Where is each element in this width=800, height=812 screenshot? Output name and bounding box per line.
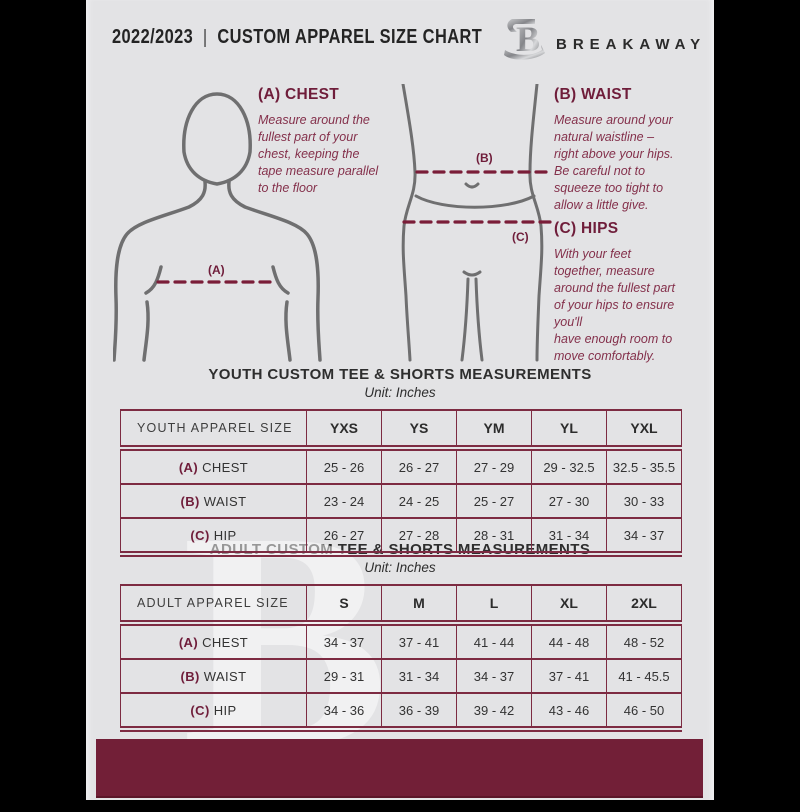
cell: 34 - 37 [606, 518, 682, 557]
size-header: 2XL [606, 585, 682, 626]
brand-block: B BREAKAWAY [502, 14, 706, 60]
table-row: (C) HIP 34 - 36 36 - 39 39 - 42 43 - 46 … [120, 693, 682, 732]
table-header-row: YOUTH APPAREL SIZE YXS YS YM YL YXL [120, 410, 682, 451]
chest-description: Measure around the fullest part of your … [258, 113, 379, 195]
row-key: (A) [178, 459, 199, 475]
row-name: WAIST [203, 668, 247, 684]
cell: 29 - 31 [306, 659, 382, 694]
page-title: 2022/2023 | CUSTOM APPAREL SIZE CHART [112, 26, 482, 49]
waist-description: Measure around your natural waistline – … [554, 113, 674, 212]
youth-size-table: YOUTH APPAREL SIZE YXS YS YM YL YXL (A) … [120, 409, 682, 557]
cell: 41 - 45.5 [606, 659, 682, 694]
adult-table-unit: Unit: Inches [364, 560, 436, 575]
title-divider: | [203, 27, 208, 48]
size-header: YL [531, 410, 607, 451]
cell: 23 - 24 [306, 484, 382, 519]
letterbox-right [714, 0, 800, 800]
cell: 27 - 28 [381, 518, 457, 557]
chest-diagram-figure: (A) [113, 92, 322, 362]
row-key: (C) [190, 527, 210, 543]
logo-letter: B [516, 19, 540, 59]
cell: 43 - 46 [531, 693, 607, 732]
row-name: HIP [213, 527, 237, 543]
size-header: YXS [306, 410, 382, 451]
year-label: 2022/2023 [112, 26, 194, 48]
cell: 27 - 30 [531, 484, 607, 519]
chart-title: CUSTOM APPAREL SIZE CHART [217, 26, 483, 48]
size-header: XL [531, 585, 607, 626]
waist-heading: (B) WAIST [554, 86, 632, 103]
cell: 31 - 34 [531, 518, 607, 557]
size-header: L [456, 585, 532, 626]
size-header: YXL [606, 410, 682, 451]
cell: 30 - 33 [606, 484, 682, 519]
table-row: (C) HIP 26 - 27 27 - 28 28 - 31 31 - 34 … [120, 518, 682, 557]
youth-size-column-header: YOUTH APPAREL SIZE [120, 410, 307, 451]
cell: 34 - 37 [456, 659, 532, 694]
table-row: (B) WAIST 23 - 24 24 - 25 25 - 27 27 - 3… [120, 484, 682, 519]
row-name: CHEST [202, 634, 249, 650]
hips-instructions: (C) HIPS With your feet together, measur… [554, 220, 712, 365]
adult-size-table: ADULT APPAREL SIZE S M L XL 2XL (A) CHES… [120, 584, 682, 732]
youth-table-title: YOUTH CUSTOM TEE & SHORTS MEASUREMENTS [208, 366, 592, 383]
cell: 44 - 48 [531, 623, 607, 660]
cell: 26 - 27 [306, 518, 382, 557]
letterbox-left [0, 0, 86, 800]
cell: 34 - 37 [306, 623, 382, 660]
size-chart-document: 2022/2023 | CUSTOM APPAREL SIZE CHART B BR… [86, 0, 714, 800]
cell: 39 - 42 [456, 693, 532, 732]
table-header-row: ADULT APPAREL SIZE S M L XL 2XL [120, 585, 682, 626]
adult-size-column-header: ADULT APPAREL SIZE [120, 585, 307, 626]
cell: 31 - 34 [381, 659, 457, 694]
breakaway-logo-icon: B [504, 19, 545, 60]
cell: 24 - 25 [381, 484, 457, 519]
cell: 34 - 36 [306, 693, 382, 732]
brand-name: BREAKAWAY [556, 35, 707, 53]
cell: 25 - 27 [456, 484, 532, 519]
cell: 46 - 50 [606, 693, 682, 732]
row-name: WAIST [203, 493, 247, 509]
chest-instructions: (A) CHEST Measure around the fullest par… [258, 86, 416, 197]
row-name: CHEST [202, 459, 249, 475]
size-header: S [306, 585, 382, 626]
cell: 28 - 31 [456, 518, 532, 557]
cell: 32.5 - 35.5 [606, 448, 682, 485]
cell: 29 - 32.5 [531, 448, 607, 485]
hips-heading: (C) HIPS [554, 220, 619, 237]
chest-line-label: (A) [208, 263, 225, 277]
cell: 27 - 29 [456, 448, 532, 485]
hips-line-label: (C) [512, 230, 529, 244]
waist-line-label: (B) [476, 151, 493, 165]
youth-section-title: YOUTH CUSTOM TEE & SHORTS MEASUREMENTS U… [86, 366, 714, 400]
cell: 48 - 52 [606, 623, 682, 660]
cell: 26 - 27 [381, 448, 457, 485]
youth-table-unit: Unit: Inches [364, 385, 436, 400]
cell: 25 - 26 [306, 448, 382, 485]
row-key: (B) [180, 668, 200, 684]
chest-heading: (A) CHEST [258, 86, 340, 103]
table-row: (A) CHEST 34 - 37 37 - 41 41 - 44 44 - 4… [120, 623, 682, 660]
cell: 37 - 41 [531, 659, 607, 694]
row-key: (B) [180, 493, 200, 509]
row-key: (C) [190, 702, 210, 718]
table-row: (A) CHEST 25 - 26 26 - 27 27 - 29 29 - 3… [120, 448, 682, 485]
size-header: YS [381, 410, 457, 451]
footer-bar [96, 739, 703, 798]
cell: 41 - 44 [456, 623, 532, 660]
cell: 36 - 39 [381, 693, 457, 732]
waist-hips-diagram-figure: (B) (C) [401, 84, 552, 362]
size-header: YM [456, 410, 532, 451]
cell: 37 - 41 [381, 623, 457, 660]
waist-instructions: (B) WAIST Measure around your natural wa… [554, 86, 712, 214]
size-header: M [381, 585, 457, 626]
row-key: (A) [178, 634, 199, 650]
hips-description: With your feet together, measure around … [554, 247, 675, 363]
row-name: HIP [213, 702, 237, 718]
table-row: (B) WAIST 29 - 31 31 - 34 34 - 37 37 - 4… [120, 659, 682, 694]
